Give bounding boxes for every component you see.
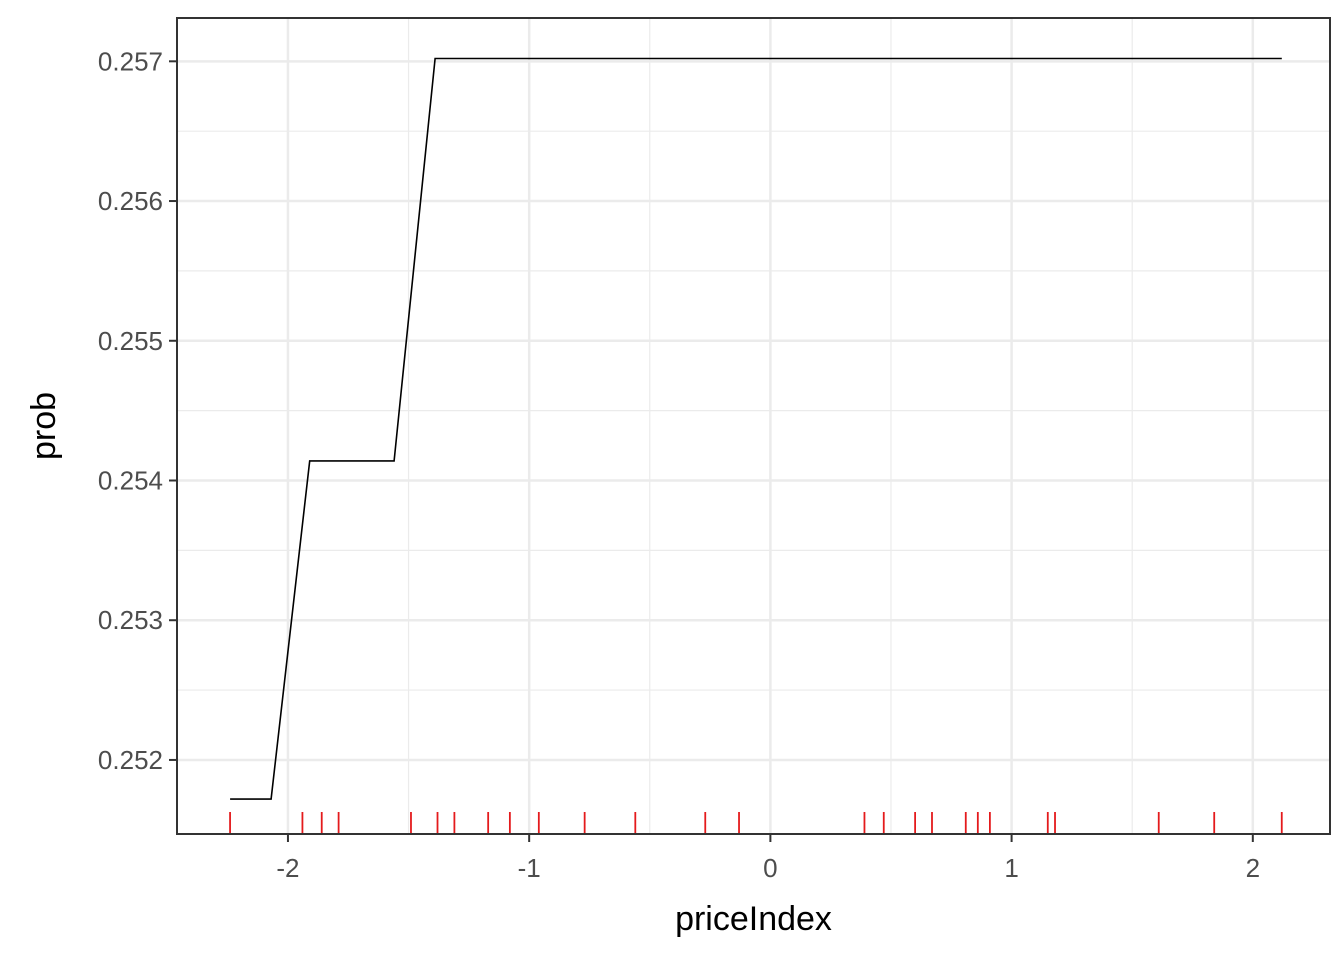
y-tick-label: 0.257 — [98, 46, 163, 76]
x-tick-label: 0 — [763, 853, 777, 883]
series-layer — [230, 57, 1282, 800]
y-axis-title: prob — [25, 392, 63, 460]
y-tick-label: 0.255 — [98, 326, 163, 356]
x-axis-title: priceIndex — [675, 900, 832, 938]
minor-gridlines — [177, 18, 1330, 834]
y-tick-label: 0.252 — [98, 745, 163, 775]
panel-border — [176, 17, 1331, 835]
axis-ticks: -2 -1 0 1 2 0.252 0.253 0.254 0.255 0.256 0.257 — [98, 46, 1260, 883]
x-tick-label: 2 — [1246, 853, 1260, 883]
x-tick-label: 1 — [1004, 853, 1018, 883]
y-tick-label: 0.254 — [98, 465, 163, 495]
major-gridlines — [177, 18, 1330, 834]
x-tick-label: -2 — [276, 853, 299, 883]
rug-layer — [229, 812, 1283, 833]
series-line — [230, 57, 1282, 800]
y-tick-label: 0.256 — [98, 186, 163, 216]
y-tick-label: 0.253 — [98, 605, 163, 635]
x-tick-label: -1 — [518, 853, 541, 883]
